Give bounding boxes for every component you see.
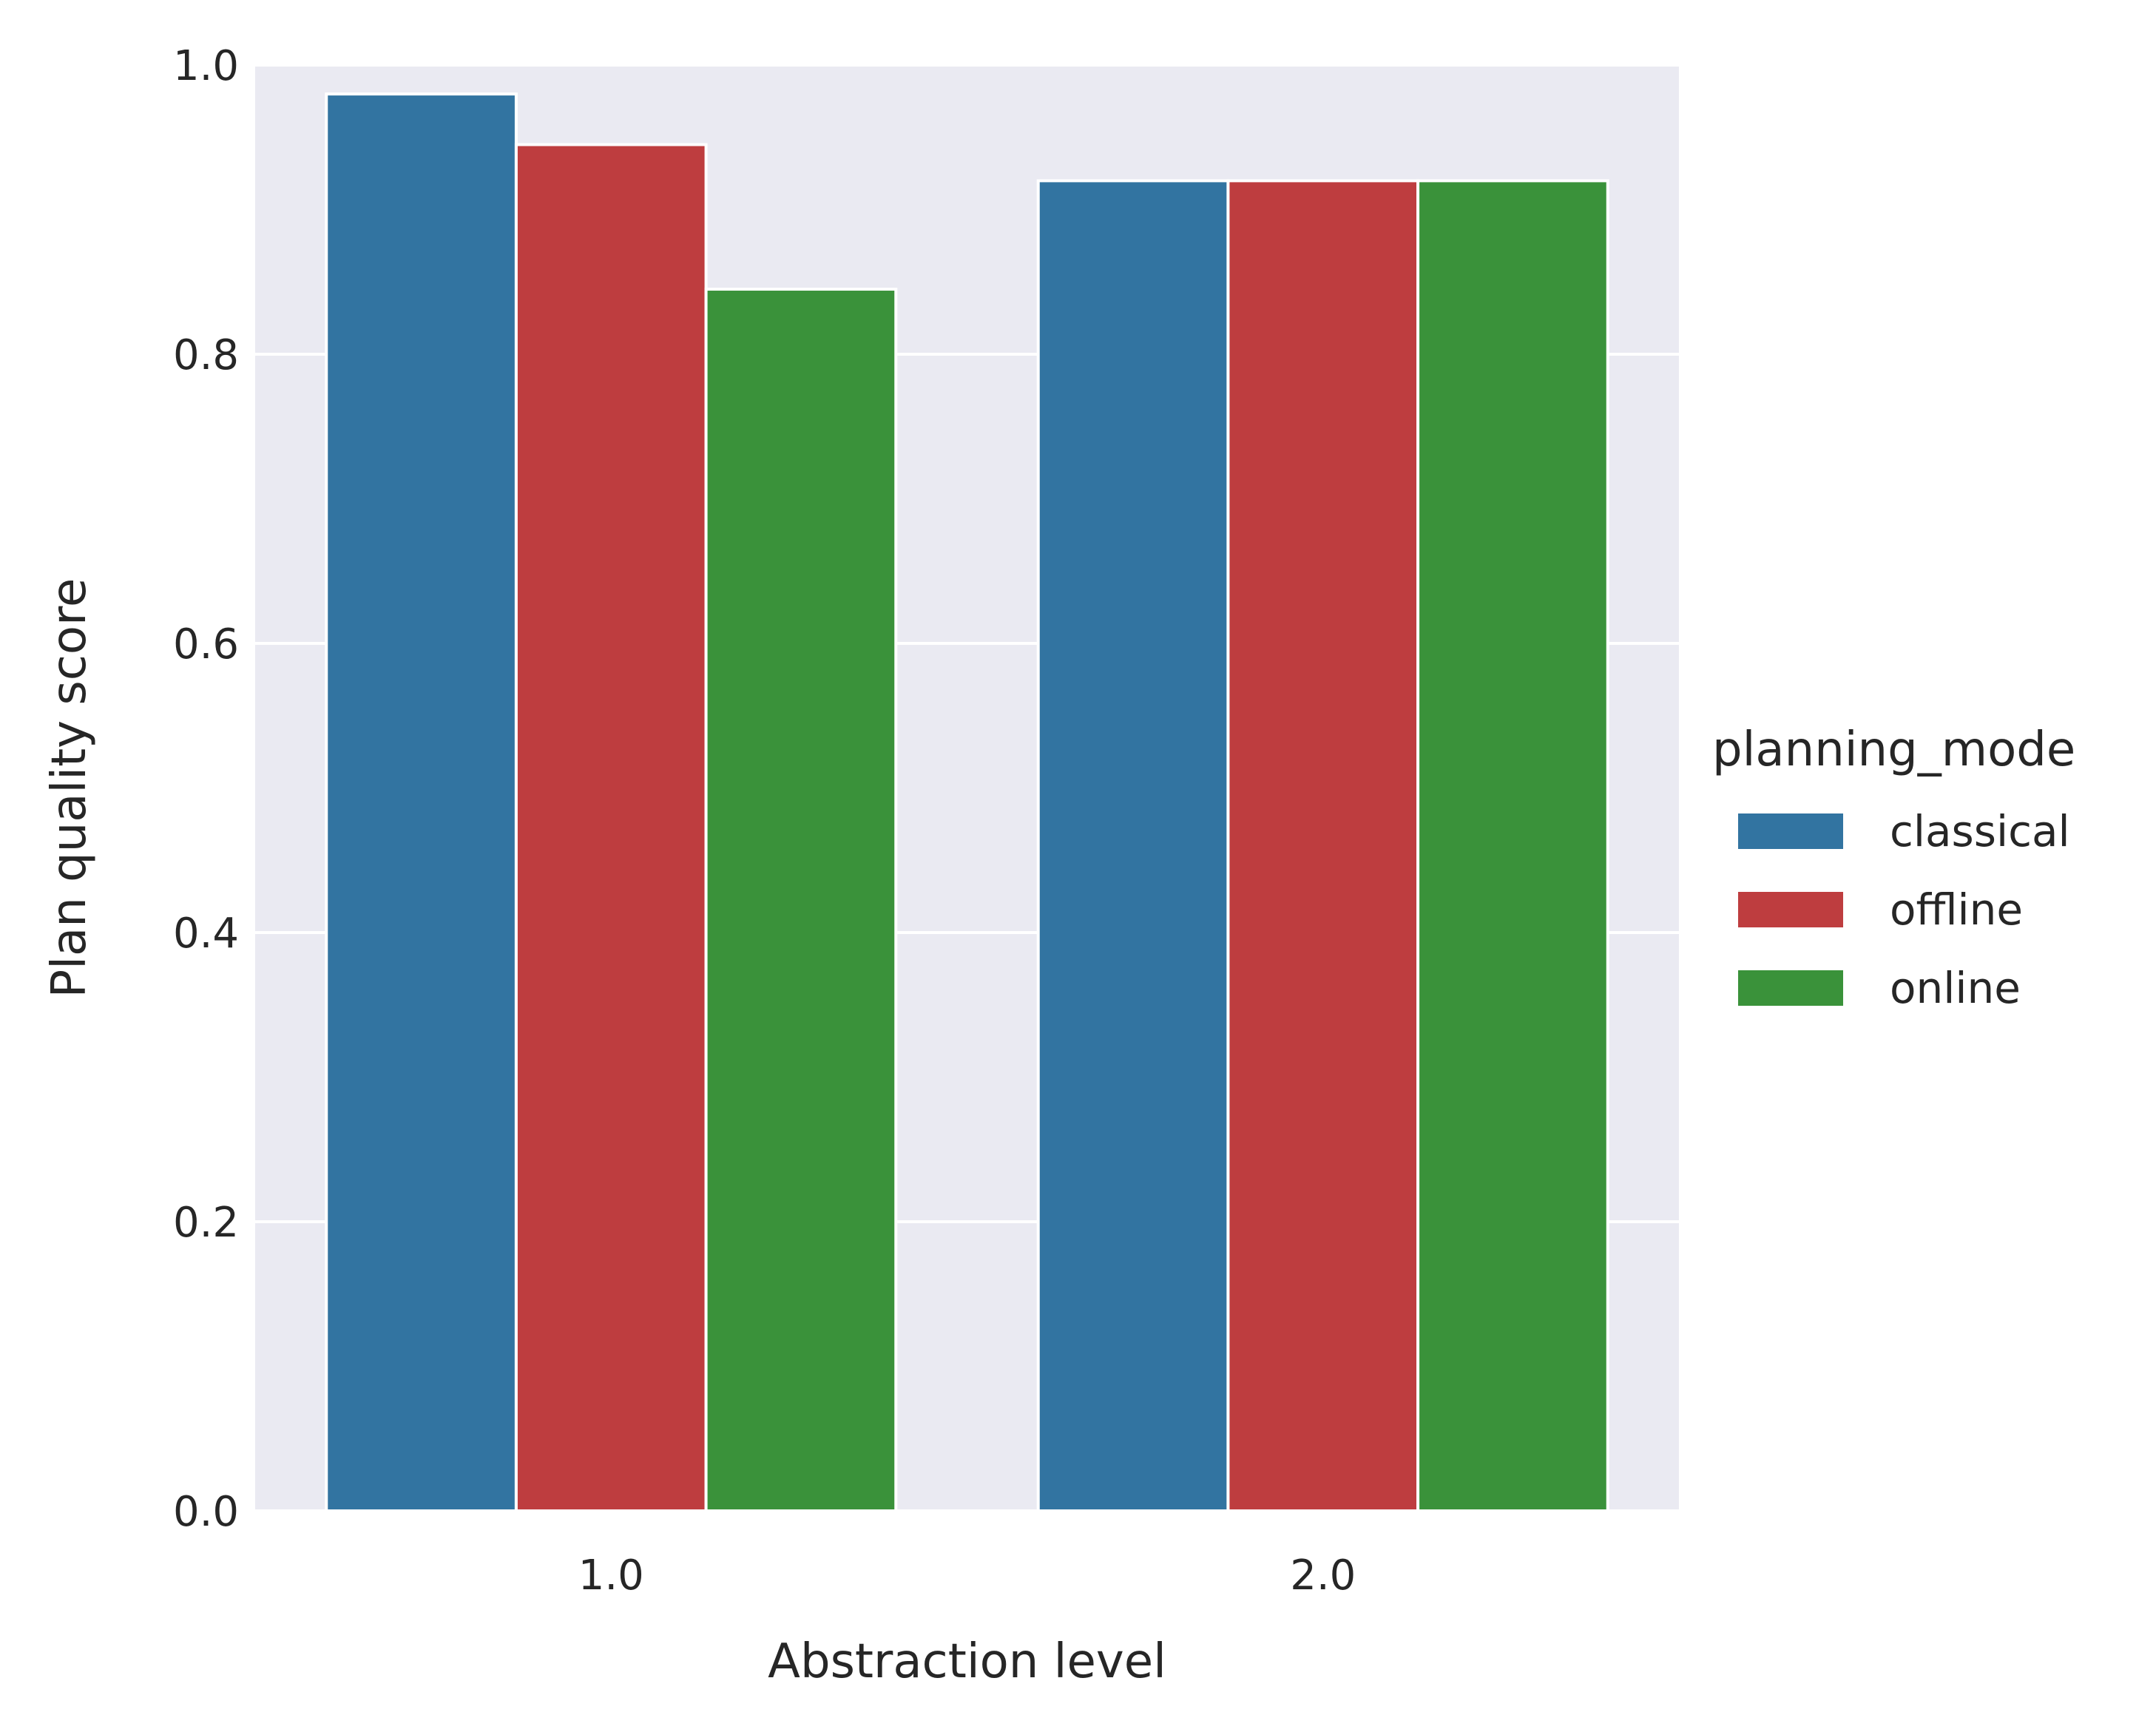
y-axis-label: Plan quality score	[42, 578, 97, 998]
y-tick-label: 0.8	[173, 331, 239, 379]
bar-offline-1.0	[514, 143, 708, 1512]
x-tick-label: 2.0	[1290, 1552, 1356, 1600]
y-tick-label: 0.4	[173, 910, 239, 958]
y-tick-label: 0.6	[173, 620, 239, 669]
legend-swatch-offline	[1738, 892, 1843, 927]
legend-title: planning_mode	[1712, 723, 2075, 777]
legend-label-offline: offline	[1890, 884, 2023, 935]
x-tick-labels: 1.0 2.0	[578, 1552, 1356, 1600]
x-tick-label: 1.0	[578, 1552, 644, 1600]
legend-swatch-classical	[1738, 813, 1843, 849]
bar-online-2.0	[1416, 179, 1609, 1512]
x-axis-label: Abstraction level	[768, 1634, 1166, 1689]
y-tick-label: 1.0	[173, 42, 239, 90]
y-tick-labels: 0.0 0.2 0.4 0.6 0.8 1.0	[173, 42, 239, 1536]
bars	[325, 92, 1609, 1513]
y-tick-label: 0.2	[173, 1199, 239, 1247]
legend: planning_mode classical offline online	[1712, 723, 2075, 1013]
legend-items: classical offline online	[1738, 806, 2070, 1013]
bar-online-1.0	[704, 288, 898, 1512]
bar-classical-2.0	[1036, 179, 1230, 1512]
legend-swatch-online	[1738, 970, 1843, 1006]
bar-classical-1.0	[325, 92, 518, 1513]
y-tick-label: 0.0	[173, 1488, 239, 1536]
legend-label-online: online	[1890, 963, 2021, 1013]
bar-offline-2.0	[1226, 179, 1420, 1512]
legend-label-classical: classical	[1890, 806, 2070, 856]
